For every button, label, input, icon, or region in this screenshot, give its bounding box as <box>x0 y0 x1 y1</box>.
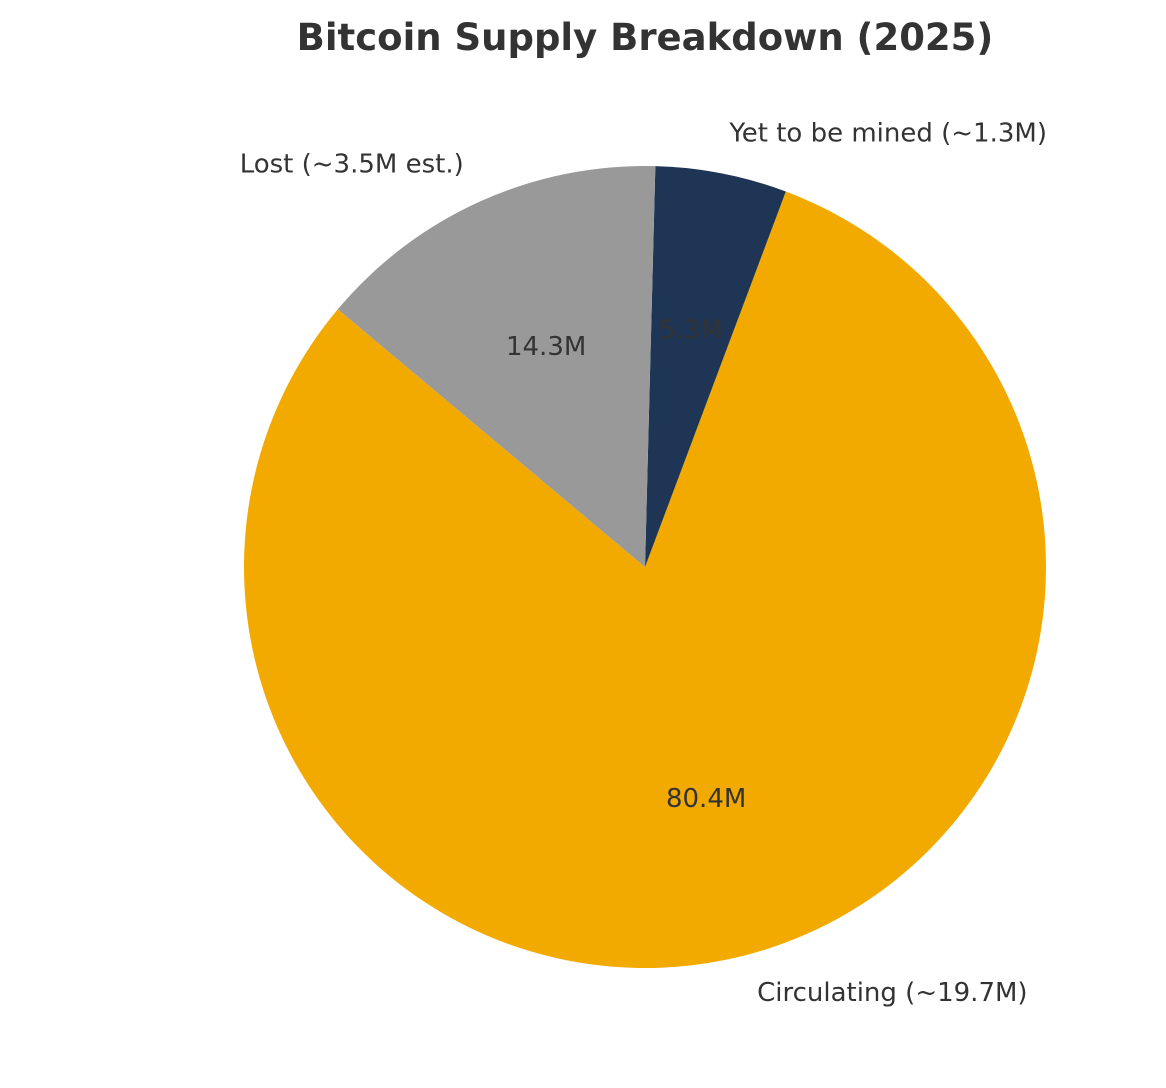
slice-yet-to-be-mined <box>645 166 786 567</box>
slice-label-lost: Lost (~3.5M est.) <box>240 149 464 179</box>
value-label-lost: 14.3M <box>506 332 586 362</box>
value-label-yet-to-be-mined: 5.3M <box>659 315 723 345</box>
pie-labels: Circulating (~19.7M) 80.4M Yet to be mined… <box>240 119 1047 1009</box>
slice-label-yet-to-be-mined: Yet to be mined (~1.3M) <box>728 119 1047 149</box>
slice-lost <box>337 166 656 567</box>
slice-label-circulating: Circulating (~19.7M) <box>757 978 1028 1008</box>
value-label-circulating: 80.4M <box>666 784 746 814</box>
slice-circulating <box>244 191 1047 968</box>
chart-title: Bitcoin Supply Breakdown (2025) <box>297 16 994 59</box>
pie-slices <box>244 166 1047 968</box>
